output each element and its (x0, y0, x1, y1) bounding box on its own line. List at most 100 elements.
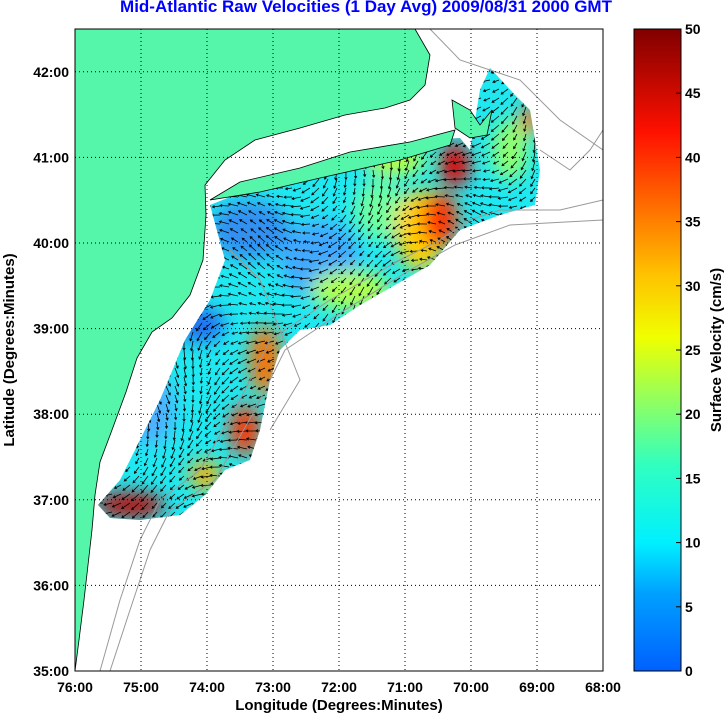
velocity-arrow (132, 475, 140, 484)
velocity-arrow (237, 292, 248, 297)
y-tick-label: 35:00 (33, 663, 69, 679)
velocity-arrow (195, 457, 203, 462)
velocity-arrow (471, 209, 482, 216)
velocity-arrow (522, 115, 527, 125)
velocity-arrow (507, 187, 518, 194)
velocity-arrow (183, 502, 194, 508)
velocity-arrow (265, 226, 275, 234)
velocity-arrow (227, 302, 239, 306)
velocity-arrow (258, 376, 266, 381)
velocity-arrow (174, 367, 180, 379)
velocity-arrow (402, 205, 410, 211)
velocity-arrow (367, 250, 374, 258)
velocity-arrow (222, 349, 230, 355)
velocity-arrow (392, 223, 401, 230)
velocity-arrow (209, 465, 221, 469)
velocity-arrow (361, 187, 365, 197)
velocity-arrow (518, 187, 527, 195)
velocity-arrow (368, 232, 374, 240)
velocity-arrow (498, 178, 509, 184)
velocity-arrow (256, 394, 266, 400)
velocity-arrow (390, 241, 401, 248)
velocity-arrow (199, 376, 204, 384)
velocity-arrow (300, 222, 311, 227)
velocity-arrow (407, 223, 419, 228)
mainland (75, 29, 431, 671)
velocity-arrow (482, 169, 491, 173)
y-tick-label: 42:00 (33, 64, 69, 80)
velocity-arrow (436, 211, 446, 216)
velocity-arrow (265, 194, 275, 198)
y-tick-label: 41:00 (33, 149, 69, 165)
velocity-arrow (327, 250, 338, 257)
velocity-arrow (143, 457, 149, 467)
x-tick-label: 72:00 (321, 679, 357, 695)
velocity-arrow (188, 430, 194, 441)
velocity-arrow (310, 205, 320, 211)
velocity-arrow (258, 227, 266, 234)
velocity-arrow (390, 250, 401, 257)
velocity-arrow (511, 106, 518, 117)
velocity-arrow (386, 187, 392, 198)
velocity-arrow (293, 322, 302, 327)
velocity-arrow (300, 258, 311, 262)
velocity-arrow (178, 475, 185, 481)
velocity-arrow (174, 376, 180, 387)
velocity-arrow (437, 160, 446, 165)
velocity-arrow (416, 205, 428, 210)
velocity-arrow (339, 259, 347, 266)
velocity-arrow (200, 483, 212, 488)
velocity-arrow (340, 277, 347, 284)
velocity-arrow (254, 321, 266, 325)
velocity-arrow (245, 429, 257, 433)
velocity-arrow (191, 493, 203, 498)
velocity-arrow (349, 214, 356, 224)
velocity-arrow (508, 205, 518, 209)
velocity-arrow (318, 268, 329, 274)
velocity-arrow (437, 220, 446, 225)
velocity-arrow (228, 219, 239, 225)
velocity-arrow (210, 313, 221, 319)
colorbar-tick-label: 50 (685, 21, 701, 37)
velocity-arrow (214, 367, 221, 376)
velocity-arrow (184, 484, 194, 490)
velocity-arrow (174, 403, 178, 412)
velocity-arrow (133, 466, 140, 475)
velocity-arrow (299, 286, 311, 290)
velocity-arrow (236, 445, 248, 450)
velocity-arrow (272, 302, 284, 306)
velocity-arrow (112, 493, 122, 499)
velocity-arrow (418, 187, 428, 193)
velocity-arrow (412, 160, 419, 170)
velocity-arrow (331, 214, 338, 221)
velocity-arrow (237, 340, 248, 345)
velocity-arrow (290, 294, 302, 299)
velocity-arrow (231, 255, 239, 261)
velocity-arrow (407, 232, 419, 236)
velocity-arrow (180, 430, 185, 442)
velocity-arrow (348, 250, 356, 258)
velocity-arrow (427, 221, 437, 225)
velocity-arrow (163, 439, 167, 450)
velocity-arrow (258, 219, 266, 225)
velocity-arrow (249, 236, 257, 243)
velocity-arrow (321, 196, 329, 205)
velocity-arrow (169, 475, 176, 483)
velocity-arrow (274, 203, 284, 207)
velocity-arrow (491, 169, 500, 174)
velocity-arrow (498, 204, 509, 208)
velocity-arrow (329, 268, 338, 275)
velocity-arrow (443, 186, 455, 190)
velocity-arrow (238, 454, 248, 459)
velocity-arrow (227, 202, 239, 207)
colorbar-tick-label: 5 (685, 599, 693, 615)
grid-lines (75, 29, 603, 671)
velocity-arrow (311, 295, 320, 301)
velocity-arrow (418, 239, 428, 243)
velocity-arrow (176, 493, 185, 500)
velocity-arrow (340, 295, 347, 305)
velocity-arrow (205, 412, 212, 422)
velocity-arrow (219, 228, 230, 234)
cape-cod (451, 99, 493, 139)
velocity-arrow (403, 187, 410, 195)
